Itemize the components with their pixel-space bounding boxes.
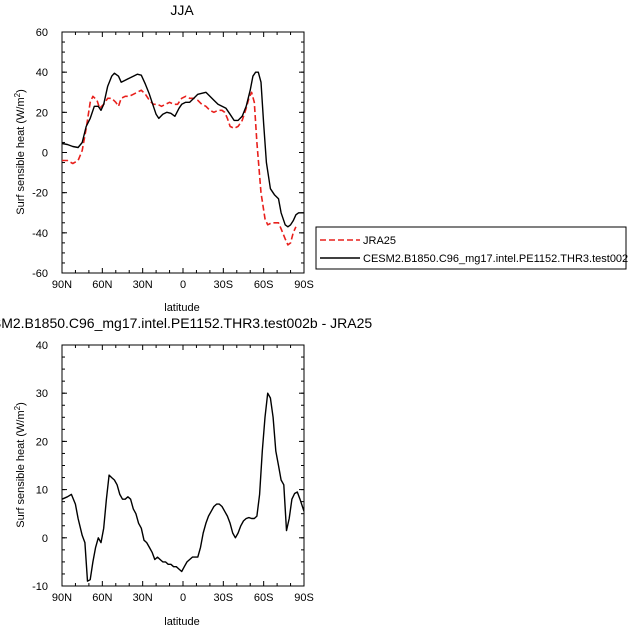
top-x-tick-label: 30N <box>133 279 153 291</box>
top-x-tick-label: 30S <box>214 279 234 291</box>
bottom-y-axis-label: Surf sensible heat (W/m2) <box>13 402 27 528</box>
bottom-x-axis-label: latitude <box>164 616 199 628</box>
top-series-line-model <box>62 71 304 228</box>
top-y-axis-label-close: ) <box>15 89 27 93</box>
top-x-tick-label: 60N <box>92 279 112 291</box>
bottom-y-tick-label: 20 <box>36 436 48 448</box>
bottom-plot-area: 90N 60N 30N 0 30S 60S 90S -10 0 10 20 30 40 <box>32 340 314 604</box>
top-y-tick-label: -40 <box>32 228 48 240</box>
top-x-tick-label: 60S <box>254 279 274 291</box>
top-panel-title: JJA <box>170 2 194 18</box>
top-y-tick-label: -20 <box>32 188 48 200</box>
top-plot-area: 90N 60N 30N 0 30S 60S 90S -60 -40 -20 0 20 40 60 <box>32 27 314 291</box>
bottom-panel: SM2.B1850.C96_mg17.intel.PE1152.THR3.tes… <box>0 315 372 628</box>
top-x-tick-label: 90S <box>294 279 314 291</box>
bottom-y-tick-label: -10 <box>32 581 48 593</box>
bottom-y-tick-label: 40 <box>36 340 48 352</box>
bottom-y-axis-label-sup: 2 <box>13 405 22 410</box>
top-y-tick-label: -60 <box>32 268 48 280</box>
top-y-axis-label: Surf sensible heat (W/m2) <box>13 89 27 215</box>
top-y-tick-label: 60 <box>36 27 48 39</box>
bottom-y-tick-label: 0 <box>42 533 48 545</box>
top-plot-frame <box>61 31 305 274</box>
bottom-x-tick-label: 0 <box>180 592 186 604</box>
top-x-tick-label: 90N <box>52 279 72 291</box>
bottom-x-tick-label: 30S <box>214 592 234 604</box>
top-y-tick-label: 0 <box>42 148 48 160</box>
top-series-line-jra25 <box>62 89 297 246</box>
bottom-y-tick-label: 30 <box>36 388 48 400</box>
bottom-x-tick-label: 60N <box>92 592 112 604</box>
top-x-axis-label: latitude <box>164 302 199 314</box>
bottom-y-axis-label-main: Surf sensible heat (W/m <box>15 410 27 527</box>
top-y-tick-label: 20 <box>36 107 48 119</box>
bottom-y-tick-label: 10 <box>36 485 48 497</box>
top-y-axis-label-sup: 2 <box>13 92 22 97</box>
top-x-tick-label: 0 <box>180 279 186 291</box>
bottom-x-tick-label: 90S <box>294 592 314 604</box>
bottom-x-tick-label: 90N <box>52 592 72 604</box>
legend: JRA25 CESM2.B1850.C96_mg17.intel.PE1152.… <box>315 226 628 270</box>
bottom-x-tick-label: 60S <box>254 592 274 604</box>
bottom-x-tick-label: 30N <box>133 592 153 604</box>
bottom-series-line-model <box>62 392 304 582</box>
bottom-plot-frame <box>61 344 305 587</box>
top-panel: JJA 90N 60N 30N 0 30S 60S 90S-60-40-200204060 … <box>13 2 314 314</box>
legend-label-jra25: JRA25 <box>363 235 396 247</box>
top-y-axis-label-main: Surf sensible heat (W/m <box>15 97 27 214</box>
top-y-tick-label: 40 <box>36 67 48 79</box>
bottom-y-axis-label-close: ) <box>15 402 27 406</box>
legend-label-cesm2: CESM2.B1850.C96_mg17.intel.PE1152.THR3.t… <box>363 253 628 265</box>
bottom-panel-title: SM2.B1850.C96_mg17.intel.PE1152.THR3.tes… <box>0 315 372 331</box>
legend-box <box>315 226 627 270</box>
